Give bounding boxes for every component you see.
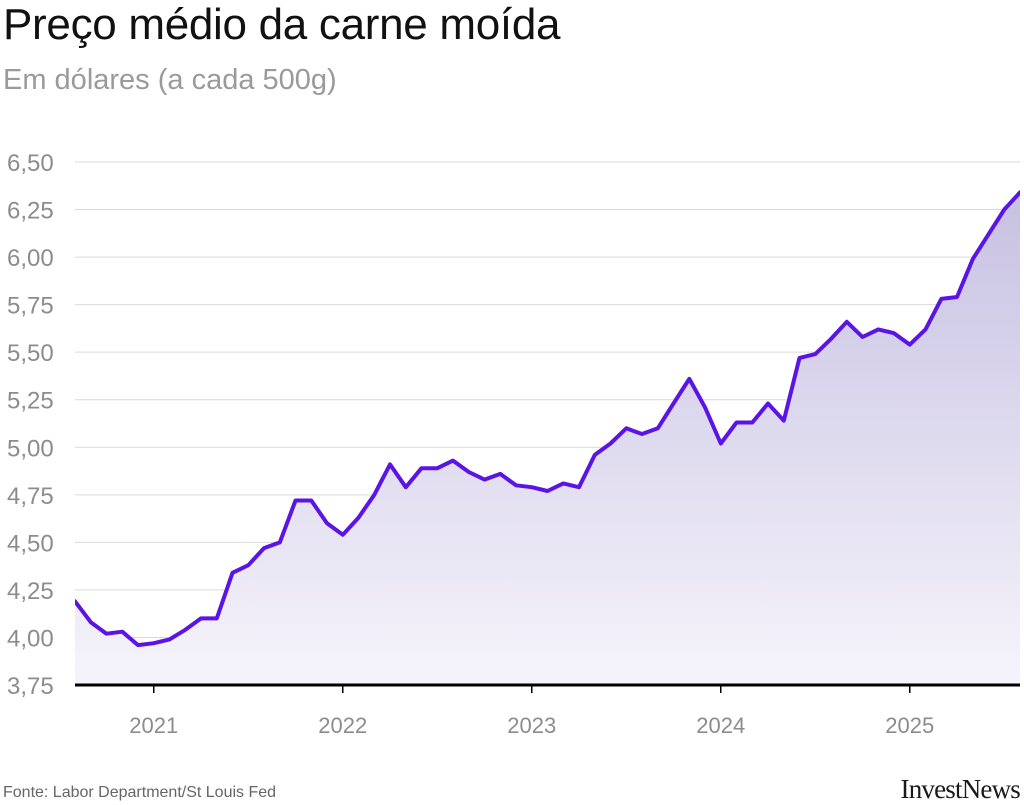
y-tick-label: 4,00 bbox=[7, 625, 54, 652]
y-tick-label: 4,25 bbox=[7, 578, 54, 605]
x-tick-label: 2022 bbox=[318, 713, 367, 738]
series-area bbox=[75, 192, 1020, 685]
chart-title: Preço médio da carne moída bbox=[3, 0, 561, 49]
y-tick-label: 4,75 bbox=[7, 483, 54, 510]
x-axis-ticks: 2021 2022 2023 2024 2025 bbox=[129, 685, 934, 738]
x-tick-label: 2023 bbox=[507, 713, 556, 738]
y-tick-label: 5,25 bbox=[7, 388, 54, 415]
y-tick-label: 5,00 bbox=[7, 435, 54, 462]
source-note: Fonte: Labor Department/St Louis Fed bbox=[3, 784, 277, 801]
x-tick-label: 2025 bbox=[885, 713, 934, 738]
y-tick-label: 6,25 bbox=[7, 198, 54, 225]
y-tick-label: 3,75 bbox=[7, 673, 54, 700]
x-tick-label: 2024 bbox=[696, 713, 745, 738]
series-line bbox=[75, 190, 1020, 648]
y-tick-label: 5,75 bbox=[7, 293, 54, 320]
investnews-logo: InvestNews bbox=[900, 774, 1021, 804]
y-axis-ticks: 3,75 4,00 4,25 4,50 4,75 5,00 5,25 5,50 5,75 6,00… bbox=[7, 150, 54, 700]
y-tick-label: 6,50 bbox=[7, 150, 54, 177]
chart-subtitle: Em dólares (a cada 500g) bbox=[3, 64, 337, 96]
y-tick-label: 5,50 bbox=[7, 340, 54, 367]
x-tick-label: 2021 bbox=[129, 713, 178, 738]
y-tick-label: 4,50 bbox=[7, 530, 54, 557]
y-tick-label: 6,00 bbox=[7, 245, 54, 272]
